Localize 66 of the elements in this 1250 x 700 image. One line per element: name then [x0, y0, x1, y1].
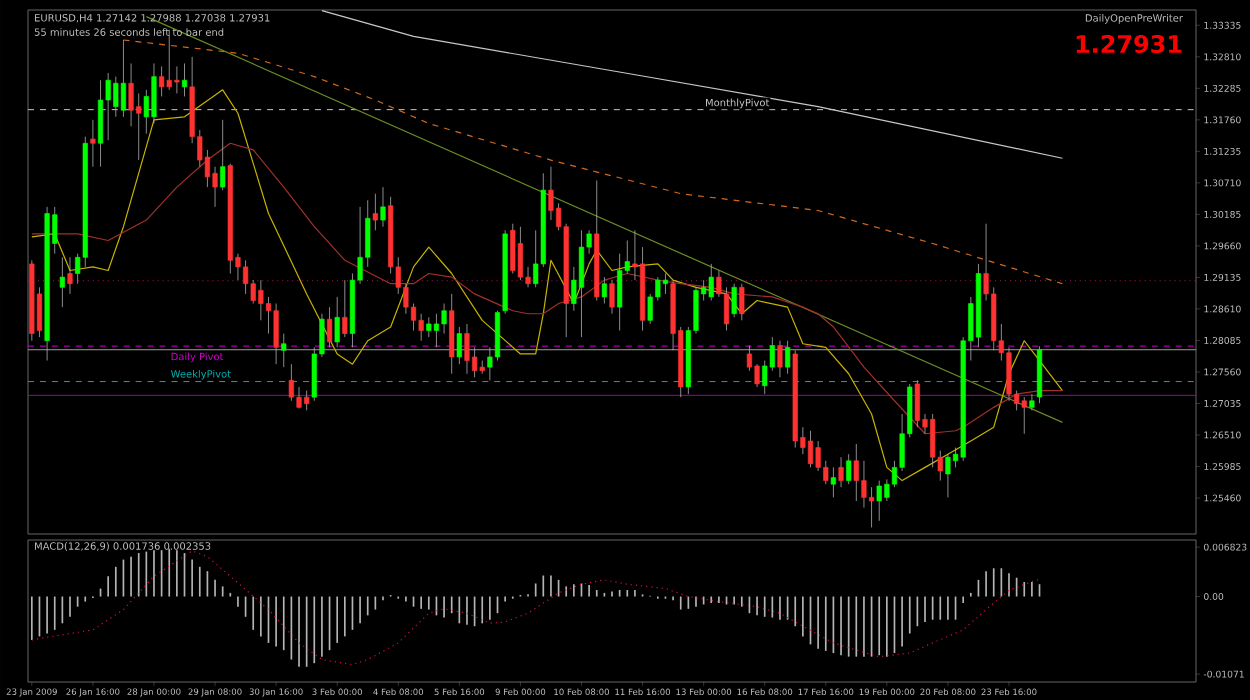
line-series [122, 39, 1064, 285]
candlestick [258, 279, 264, 321]
candlestick [97, 79, 104, 168]
candlestick [120, 39, 127, 118]
candlestick [609, 279, 615, 315]
candlestick [449, 293, 455, 375]
candlestick [174, 66, 180, 94]
line-series [31, 142, 1064, 435]
candlestick [731, 283, 737, 318]
candlestick [372, 193, 378, 231]
candlestick [914, 379, 920, 428]
candlestick [242, 259, 249, 295]
candlestick [662, 273, 669, 295]
candlestick [464, 323, 470, 375]
candlestick [281, 333, 287, 368]
candlestick [945, 453, 951, 498]
candlestick [105, 72, 111, 141]
candlestick [380, 186, 386, 228]
candlestick [807, 430, 814, 468]
candlestick [273, 303, 279, 365]
candlestick [846, 453, 852, 485]
candlestick [151, 63, 157, 124]
candlestick [578, 229, 585, 338]
candlestick [617, 253, 623, 331]
candlestick [342, 279, 348, 338]
candlestick [494, 310, 501, 361]
candlestick [334, 296, 340, 348]
candlestick [1036, 345, 1043, 404]
candlestick [441, 303, 447, 334]
candlestick [426, 316, 432, 338]
candlestick [601, 276, 607, 304]
candlestick [876, 480, 882, 522]
candlestick [304, 390, 310, 411]
candlestick [220, 119, 226, 191]
candlestick [326, 306, 333, 348]
candlestick [67, 256, 73, 295]
candlestick [838, 456, 844, 488]
candlestick [548, 166, 554, 221]
candlestick [1029, 393, 1035, 411]
candlestick [296, 386, 302, 409]
candlestick [708, 263, 714, 301]
candlestick [830, 466, 836, 498]
candlestick [853, 443, 859, 502]
candlestick [930, 413, 936, 468]
line-series [31, 550, 1041, 666]
candlestick [1021, 396, 1027, 435]
candlestick [166, 29, 172, 91]
candlestick [1006, 346, 1012, 402]
candlestick [785, 340, 791, 375]
candlestick [418, 313, 424, 342]
candlestick [777, 340, 783, 378]
candlestick [868, 486, 875, 528]
candlestick [128, 63, 134, 127]
candlestick [510, 223, 516, 274]
candlestick [456, 326, 462, 365]
candlestick [113, 76, 119, 118]
candlestick [181, 63, 188, 97]
annotation: 1.27931 [1076, 34, 1182, 54]
candlestick [59, 256, 65, 308]
candlestick [159, 66, 165, 97]
candlestick [433, 313, 440, 348]
candlestick [288, 363, 294, 402]
candlestick [90, 119, 96, 168]
candlestick [517, 226, 523, 281]
candlestick [739, 283, 745, 321]
candlestick [861, 460, 867, 508]
